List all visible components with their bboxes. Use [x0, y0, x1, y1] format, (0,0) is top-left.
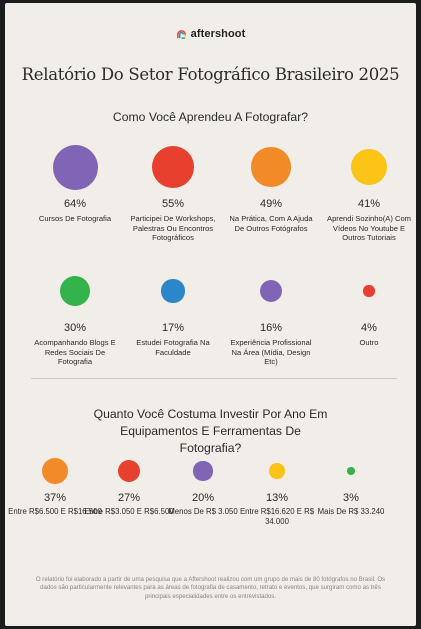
bubble-mark	[161, 279, 185, 303]
bubble-value-label: 64%	[63, 198, 87, 210]
bubble-area	[303, 456, 399, 486]
bubble-area	[223, 264, 319, 318]
bubble-value-label: 41%	[357, 198, 381, 210]
bubble-area	[321, 264, 416, 318]
bubble-category-label: Entre R$16.620 E R$ 34.000	[239, 507, 315, 526]
bubble-mark	[42, 458, 68, 484]
bubble-category-label: Entre R$3.050 E R$6.500	[84, 507, 174, 516]
bubble-area	[125, 140, 221, 194]
bubble-value-label: 27%	[117, 492, 141, 504]
bubble-mark	[251, 147, 291, 187]
bubble-category-label: Aprendi Sozinho(A) Com Vídeos No Youtube…	[327, 214, 411, 243]
bubble-mark	[152, 146, 194, 188]
bubble-value-label: 37%	[43, 492, 67, 504]
bubble-area	[125, 264, 221, 318]
bubble-area	[223, 140, 319, 194]
bubble-value-label: 4%	[361, 322, 377, 334]
bubble-mark	[363, 285, 375, 297]
footnote: O relatório foi elaborado a partir de um…	[35, 576, 386, 600]
brand-name: aftershoot	[190, 28, 246, 40]
bubble-value-label: 13%	[265, 492, 289, 504]
bubble-category-label: Menos De R$ 3.050	[168, 507, 238, 516]
bubble-category-label: Acompanhando Blogs E Redes Sociais De Fo…	[34, 338, 116, 367]
bubble-category-label: Experiência Profissional Na Área (Mídia,…	[230, 338, 312, 367]
bubble-area	[155, 456, 251, 486]
brand: aftershoot	[5, 28, 416, 40]
bubble-mark	[59, 275, 91, 307]
bubble-area	[27, 140, 123, 194]
bubble-area	[229, 456, 325, 486]
bubble-category-label: Na Prática, Com A Ajuda De Outros Fotógr…	[229, 214, 313, 233]
bubble-value-label: 30%	[63, 322, 87, 334]
bubble-area	[321, 140, 416, 194]
bubble-value-label: 3%	[343, 492, 359, 504]
chart-2-title-text: Quanto Você Costuma Investir Por Ano Em …	[93, 407, 328, 455]
bubble-mark	[52, 144, 98, 190]
bubble-value-label: 49%	[259, 198, 283, 210]
infographic-page: aftershoot Relatório Do Setor Fotográfic…	[5, 3, 416, 626]
page-title: Relatório Do Setor Fotográfico Brasileir…	[21, 65, 400, 84]
bubble-area	[27, 264, 123, 318]
bubble-area	[81, 456, 177, 486]
bubble-mark	[193, 461, 213, 481]
bubble-category-label: Estudei Fotografia Na Faculdade	[136, 338, 210, 357]
bubble-mark	[117, 459, 141, 483]
bubble-value-label: 20%	[191, 492, 215, 504]
bubble-mark	[347, 467, 355, 475]
bubble-mark	[269, 463, 285, 479]
bubble-category-label: Outro	[359, 338, 379, 347]
bubble-mark	[350, 148, 387, 185]
bubble-category-label: Entre R$6.500 E R$16.500	[8, 507, 102, 516]
bubble-mark	[259, 279, 283, 303]
section-divider	[31, 378, 397, 379]
bubble-category-label: Participei De Workshops, Palestras Ou En…	[130, 214, 216, 243]
chart-2-title: Quanto Você Costuma Investir Por Ano Em …	[90, 406, 331, 457]
chart-1-title: Como Você Aprendeu A Fotografar?	[112, 110, 309, 124]
bubble-area	[7, 456, 103, 486]
aftershoot-logo-icon	[176, 29, 186, 39]
bubble-value-label: 16%	[259, 322, 283, 334]
bubble-category-label: Cursos De Fotografia	[38, 214, 112, 223]
bubble-value-label: 17%	[161, 322, 185, 334]
bubble-value-label: 55%	[161, 198, 185, 210]
bubble-category-label: Mais De R$ 33.240	[317, 507, 385, 516]
